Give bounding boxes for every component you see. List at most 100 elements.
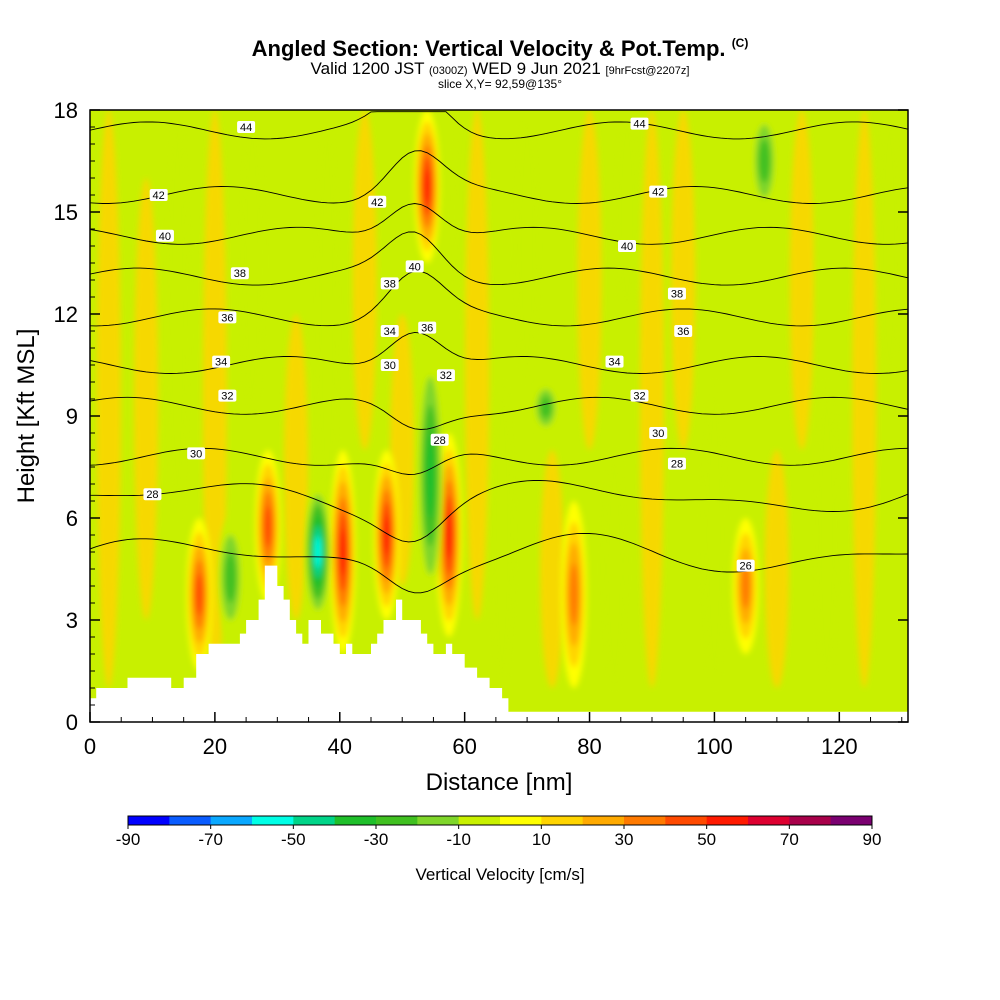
colorbar-swatch	[624, 816, 666, 825]
colorbar-tick-label: 90	[863, 830, 882, 849]
theta-label-box	[368, 195, 387, 208]
chart-subtitle: Valid 1200 JST (0300Z) WED 9 Jun 2021 [9…	[0, 60, 1000, 80]
colorbar-swatch	[748, 816, 790, 825]
theta-label-box	[380, 359, 399, 371]
theta-label-box	[237, 121, 256, 133]
downdraft-core	[758, 139, 770, 183]
colorbar-tick-label: 30	[615, 830, 634, 849]
x-tick-label: 80	[577, 734, 601, 759]
field-band	[877, 110, 902, 382]
theta-label: 28	[434, 435, 446, 447]
x-tick-label: 100	[696, 734, 733, 759]
theta-label-box	[380, 325, 399, 337]
theta-label-box	[212, 355, 231, 368]
field-band	[814, 382, 839, 688]
field-band	[639, 110, 664, 688]
x-axis-title: Distance [nm]	[426, 769, 573, 796]
theta-contour-32	[90, 396, 908, 430]
theta-label: 30	[652, 428, 664, 440]
field-band	[134, 178, 159, 620]
colorbar-tick-label: 10	[532, 830, 551, 849]
colorbar: -90 -70 -50 -30 -10 10 30 50 70 90 Vertical Veloci…	[116, 815, 882, 884]
theta-label: 32	[221, 391, 233, 403]
colorbar-swatch	[252, 816, 294, 825]
updraft-core	[741, 563, 750, 609]
theta-label: 28	[671, 459, 683, 471]
field-band	[577, 110, 602, 450]
theta-label-box	[143, 488, 162, 501]
colorbar-tick-label: -50	[281, 830, 306, 849]
theta-label-box	[667, 457, 686, 470]
theta-label-box	[155, 229, 174, 242]
theta-label-box	[230, 267, 249, 280]
colorbar-frame	[127, 815, 873, 826]
updraft-core	[446, 511, 453, 559]
forecast-run: [9hrFcst@2207z]	[605, 65, 690, 77]
x-tick-label: 120	[821, 734, 858, 759]
theta-contour-44	[90, 111, 908, 140]
theta-label-box	[605, 355, 624, 368]
field-band	[240, 110, 265, 416]
theta-label: 36	[677, 326, 689, 338]
colorbar-swatch	[334, 816, 377, 825]
colorbar-swatch	[789, 816, 832, 825]
terrain	[90, 565, 908, 722]
field-band	[284, 314, 309, 620]
theta-label: 34	[215, 357, 227, 369]
slice-info: slice X,Y= 92,59@135°	[437, 77, 563, 91]
theta-label-box	[418, 321, 437, 334]
field-band	[615, 110, 640, 314]
y-tick-label: 18	[54, 98, 78, 123]
colorbar-swatch	[830, 816, 873, 825]
field-band	[602, 450, 627, 688]
theta-label: 44	[633, 119, 645, 131]
theta-contour-36	[90, 270, 908, 327]
colorbar-swatch	[376, 816, 418, 825]
colorbar-swatch	[582, 816, 625, 825]
colorbar-swatch	[706, 816, 749, 825]
x-tick-label: 20	[203, 734, 227, 759]
field-band	[465, 110, 490, 620]
colorbar-tick-label: 50	[697, 830, 716, 849]
y-tick-label: 15	[54, 200, 78, 225]
chart-title-text: Angled Section: Vertical Velocity & Pot.…	[251, 36, 726, 61]
field-band	[490, 382, 515, 688]
chart-title-mark: (C)	[731, 36, 749, 50]
theta-label: 38	[384, 278, 396, 290]
theta-label: 30	[190, 448, 202, 460]
theta-contour-38	[90, 231, 908, 286]
downdraft-core	[540, 396, 552, 419]
colorbar-tick-label: 70	[780, 830, 799, 849]
field-band	[540, 450, 565, 688]
x-tick-label: 0	[84, 734, 96, 759]
theta-label: 42	[371, 197, 383, 209]
downdraft-core	[314, 536, 321, 568]
colorbar-swatch	[210, 816, 253, 825]
updraft-core	[195, 573, 203, 616]
theta-label: 30	[384, 360, 396, 372]
theta-label-box	[430, 433, 449, 446]
theta-contour-40	[90, 203, 908, 245]
updraft-core	[383, 515, 390, 555]
theta-label: 42	[652, 187, 664, 199]
colorbar-swatch	[458, 816, 501, 825]
theta-label: 38	[671, 289, 683, 301]
valid-date: WED 9 Jun 2021	[472, 59, 601, 78]
colorbar-swatch	[500, 816, 542, 825]
field-band	[165, 110, 190, 518]
theta-label: 34	[608, 357, 620, 369]
theta-label-box	[187, 447, 206, 460]
valid-time: Valid 1200 JST	[310, 59, 425, 78]
colorbar-swatch	[417, 816, 460, 825]
theta-label-box	[630, 117, 649, 130]
theta-label-box	[674, 325, 693, 337]
theta-label-box	[630, 389, 649, 402]
colorbar-tick-label: -30	[364, 830, 389, 849]
theta-contour-26	[90, 532, 908, 594]
colorbar-swatch	[128, 816, 170, 825]
chart-title: Angled Section: Vertical Velocity & Pot.…	[0, 36, 1000, 62]
colorbar-tick-label: -70	[198, 830, 223, 849]
